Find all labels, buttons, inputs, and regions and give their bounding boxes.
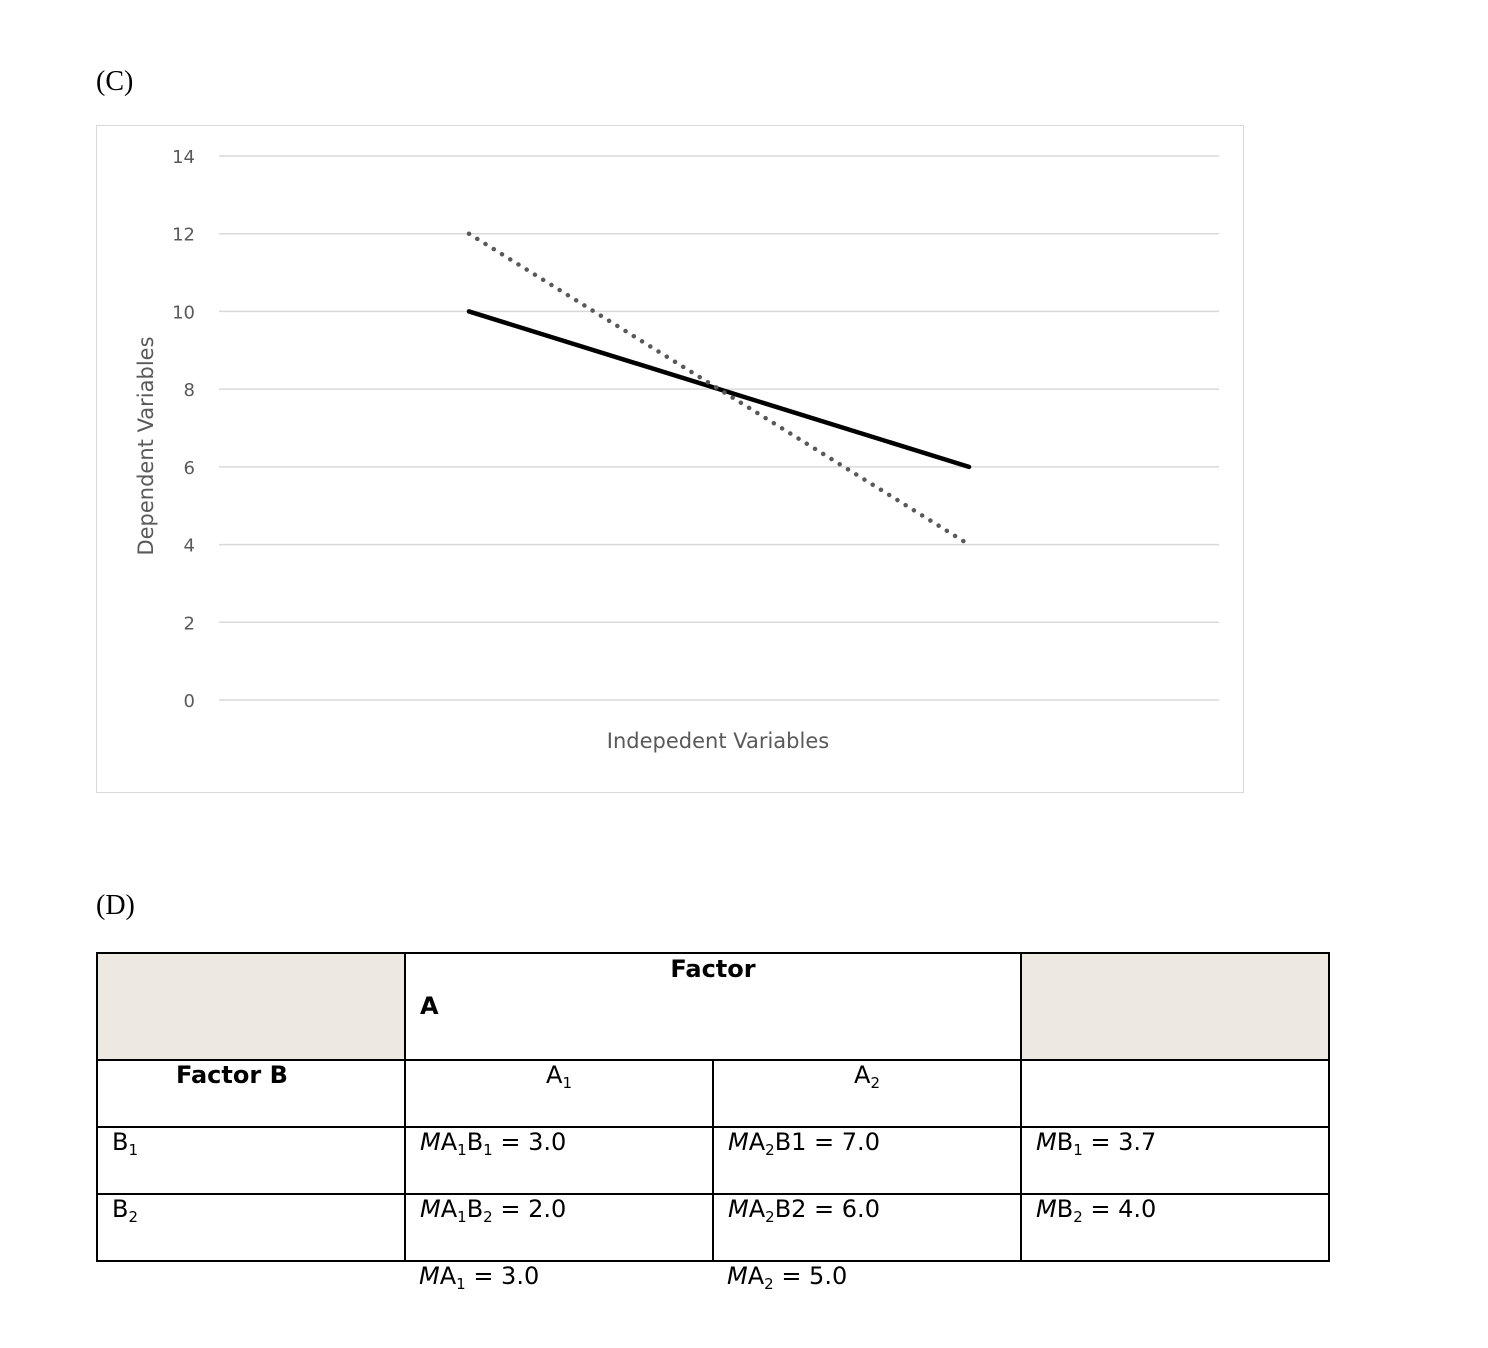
text-segment: B1 = 7.0: [774, 1128, 880, 1156]
text-segment: = 3.0: [492, 1128, 567, 1156]
cell-a2b1: MA2B1 = 7.0: [712, 1126, 1022, 1195]
text-segment: M: [420, 1128, 441, 1156]
y-tick-label: 0: [184, 691, 195, 712]
text-segment: = 3.0: [465, 1262, 540, 1290]
factor-a-header: Factor A: [404, 952, 1022, 1061]
text-segment: B: [466, 1128, 484, 1156]
y-tick-label: 8: [184, 380, 195, 401]
empty-cell: [1020, 1059, 1330, 1128]
cell-mb1: MB1 = 3.7: [1020, 1126, 1330, 1195]
means-table: Factor A Factor B A1 A2 B1 MA1B1 = 3.0 M…: [96, 952, 1330, 1311]
empty-cell: [97, 1260, 405, 1311]
y-axis-label: Dependent Variables: [134, 336, 158, 555]
text-segment: = 3.7: [1082, 1128, 1157, 1156]
text-segment: A: [440, 1128, 458, 1156]
a1-header: A1: [404, 1059, 714, 1128]
factor-a-letter: A: [420, 992, 439, 1020]
text-segment: 1: [457, 1141, 467, 1159]
text-segment: 1: [456, 1275, 466, 1293]
text-segment: 2: [765, 1141, 775, 1159]
empty-header-cell: [1020, 952, 1330, 1061]
marginal-ma2: MA2 = 5.0: [713, 1260, 1021, 1311]
series-line-2: [466, 231, 972, 547]
figure-label-c: (C): [96, 66, 134, 97]
text-segment: 2: [483, 1208, 493, 1226]
text-segment: 2: [764, 1275, 774, 1293]
empty-header-cell: [96, 952, 406, 1061]
y-tick-label: 4: [184, 536, 195, 557]
x-axis-label: Indepedent Variables: [607, 729, 829, 753]
text-segment: = 2.0: [492, 1195, 567, 1223]
cell-mb2: MB2 = 4.0: [1020, 1193, 1330, 1262]
text-segment: 1: [1073, 1141, 1083, 1159]
text-segment: 1: [457, 1208, 467, 1226]
text-segment: M: [420, 1195, 441, 1223]
text-segment: A: [748, 1128, 766, 1156]
text-segment: 2: [128, 1208, 139, 1226]
empty-cell: [1021, 1260, 1329, 1311]
text-segment: M: [1036, 1195, 1057, 1223]
line-chart: 0 2 4 6 8 10 12 14 Indepedent Variables Depende…: [96, 125, 1244, 793]
text-segment: 2: [1073, 1208, 1083, 1226]
text-segment: A: [546, 1061, 563, 1089]
factor-b-header: Factor B: [96, 1059, 406, 1128]
y-tick-label: 6: [184, 458, 195, 479]
cell-a2b2: MA2B2 = 6.0: [712, 1193, 1022, 1262]
text-segment: A: [440, 1195, 458, 1223]
text-segment: 2: [870, 1074, 880, 1092]
factor-label: Factor: [670, 955, 756, 983]
text-segment: 2: [765, 1208, 775, 1226]
a2-header: A2: [712, 1059, 1022, 1128]
y-tick-label: 2: [184, 613, 195, 634]
text-segment: M: [419, 1262, 440, 1290]
y-tick-label: 10: [172, 302, 195, 323]
figure-label-d: (D): [96, 890, 135, 921]
text-segment: B: [466, 1195, 484, 1223]
text-segment: B: [1056, 1128, 1074, 1156]
text-segment: = 5.0: [773, 1262, 848, 1290]
text-segment: = 4.0: [1082, 1195, 1157, 1223]
text-segment: 1: [128, 1141, 139, 1159]
cell-a1b2: MA1B2 = 2.0: [404, 1193, 714, 1262]
y-tick-label: 12: [172, 225, 195, 246]
text-segment: A: [747, 1262, 765, 1290]
text-segment: B: [112, 1195, 129, 1223]
text-segment: A: [439, 1262, 457, 1290]
text-segment: B: [112, 1128, 129, 1156]
y-tick-label: 14: [172, 147, 195, 168]
text-segment: M: [727, 1262, 748, 1290]
chart-svg: 0 2 4 6 8 10 12 14 Indepedent Variables Depende…: [134, 147, 1219, 753]
text-segment: B: [1056, 1195, 1074, 1223]
text-segment: A: [748, 1195, 766, 1223]
series-line-1: [466, 309, 972, 470]
text-segment: 1: [483, 1141, 493, 1159]
text-segment: M: [1036, 1128, 1057, 1156]
row-label-b1: B1: [96, 1126, 406, 1195]
marginal-ma1: MA1 = 3.0: [405, 1260, 713, 1311]
text-segment: 1: [562, 1074, 572, 1092]
text-segment: M: [728, 1195, 749, 1223]
text-segment: M: [728, 1128, 749, 1156]
cell-a1b1: MA1B1 = 3.0: [404, 1126, 714, 1195]
text-segment: A: [854, 1061, 871, 1089]
text-segment: B2 = 6.0: [774, 1195, 880, 1223]
row-label-b2: B2: [96, 1193, 406, 1262]
